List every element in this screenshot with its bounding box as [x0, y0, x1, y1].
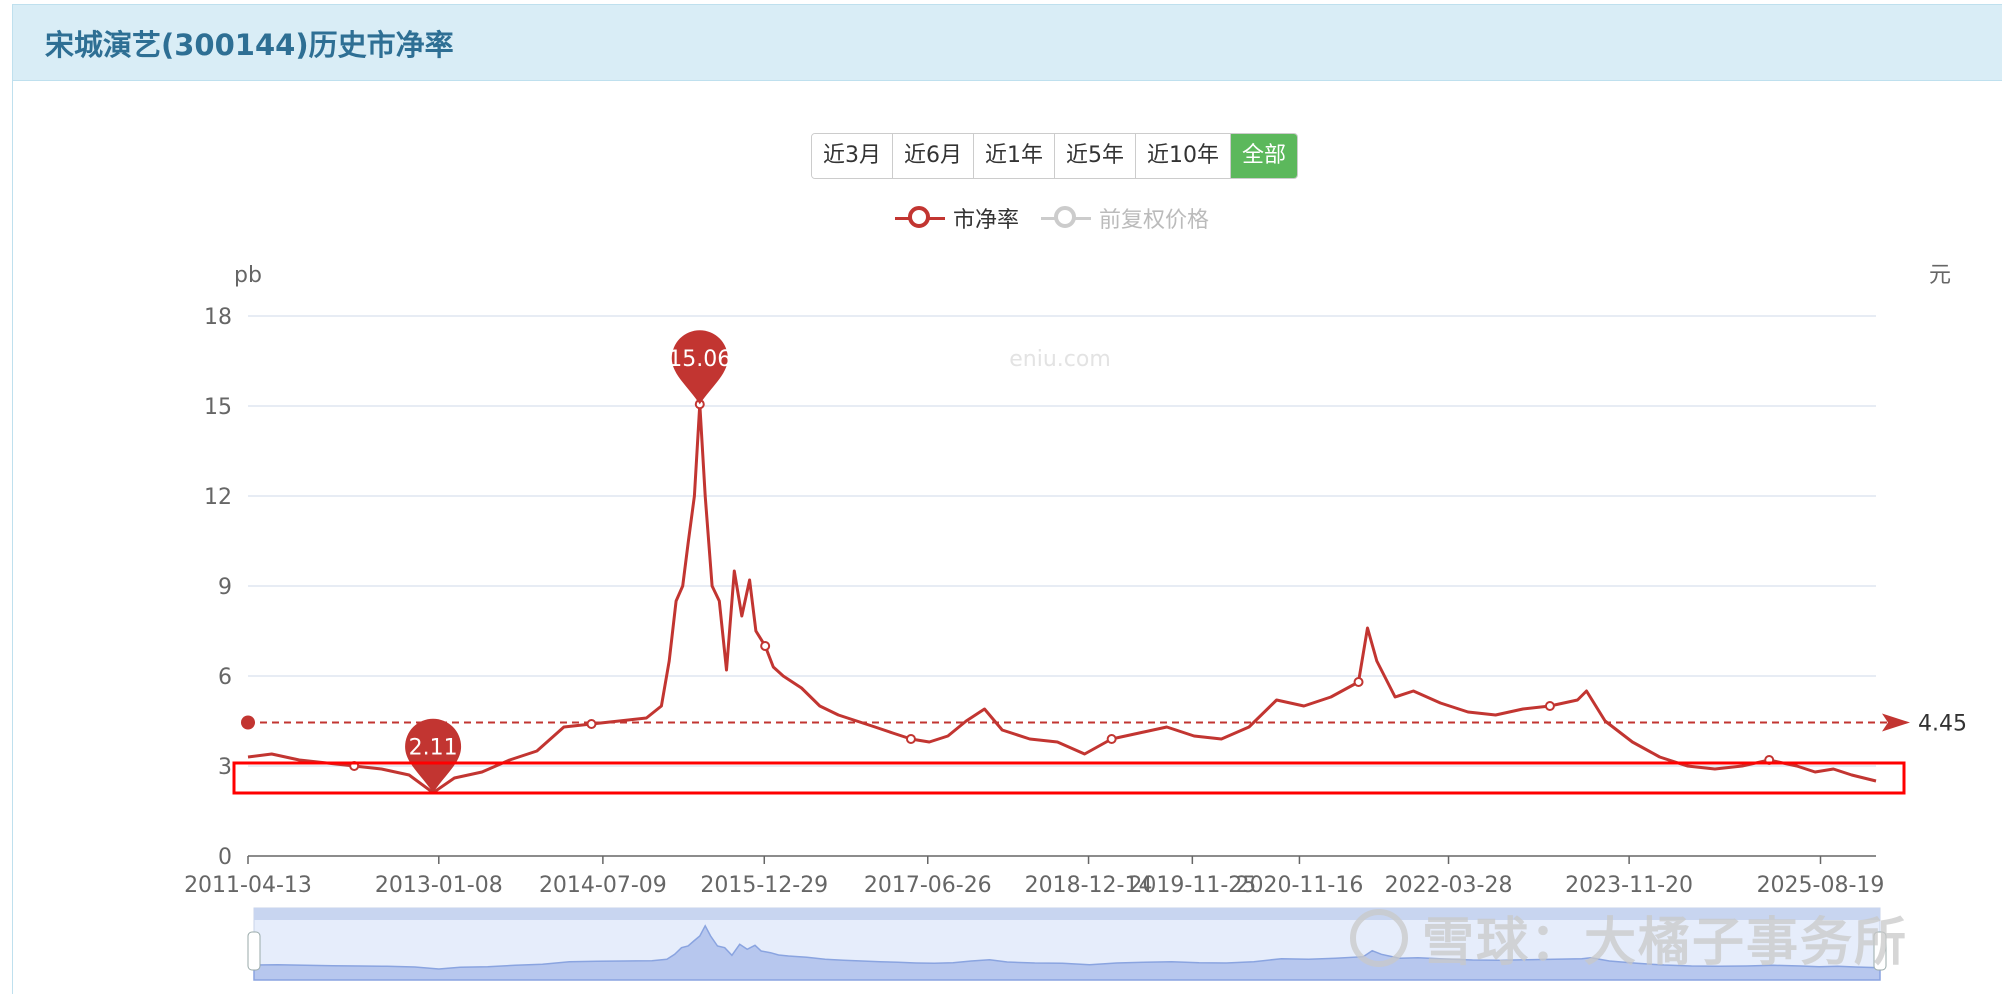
y-tick-label: 12 — [204, 485, 232, 510]
zoom-handle-right[interactable] — [1873, 931, 1887, 971]
legend-item-pb[interactable]: 市净率 — [895, 202, 1019, 234]
y-tick-label: 6 — [218, 665, 232, 690]
range-button-all[interactable]: 全部 — [1231, 134, 1298, 178]
range-button-group: 近3月 近6月 近1年 近5年 近10年 全部 — [811, 133, 1299, 179]
legend-line-circle-icon — [895, 205, 945, 231]
range-button-6m[interactable]: 近6月 — [893, 134, 974, 178]
range-button-10y[interactable]: 近10年 — [1136, 134, 1231, 178]
y-tick-label: 0 — [218, 845, 232, 870]
chart-watermark: eniu.com — [1009, 347, 1111, 372]
xueqiu-logo-icon — [1350, 908, 1408, 967]
x-tick-label: 2019-11-25 — [1128, 873, 1256, 898]
data-point — [1544, 701, 1555, 711]
data-point — [760, 641, 771, 651]
y-tick-label: 3 — [218, 755, 232, 780]
data-point — [1106, 734, 1117, 744]
series-line-pb — [247, 402, 1877, 795]
range-button-1y[interactable]: 近1年 — [974, 134, 1055, 178]
x-tick-label: 2023-11-20 — [1565, 873, 1693, 898]
legend-item-price[interactable]: 前复权价格 — [1041, 202, 1209, 234]
average-line-arrow — [1882, 713, 1910, 732]
zoom-slider-top-bar — [254, 908, 1880, 920]
y-tick-label: 15 — [204, 395, 232, 420]
x-tick-label: 2018-12-14 — [1025, 873, 1153, 898]
x-tick-label: 2014-07-09 — [539, 873, 667, 898]
data-point — [586, 719, 597, 729]
average-line-start-dot — [241, 715, 255, 730]
data-point — [905, 734, 916, 744]
average-line-label: 4.45 — [1918, 712, 1967, 737]
y-tick-label: 9 — [218, 575, 232, 600]
min-marker-pin — [405, 718, 462, 793]
panel-header: 宋城演艺(300144)历史市净率 — [13, 5, 2002, 81]
x-tick-label: 2020-11-16 — [1236, 873, 1364, 898]
legend-line-circle-icon — [1041, 205, 1092, 231]
highlight-box — [232, 761, 1906, 795]
legend-label-price: 前复权价格 — [1099, 208, 1210, 233]
x-tick-label: 2017-06-26 — [864, 873, 992, 898]
xueqiu-watermark: 雪球：大橘子事务所 — [1350, 900, 1908, 975]
zoom-handle-left[interactable] — [247, 931, 261, 971]
x-tick-label: 2013-01-08 — [375, 873, 503, 898]
range-button-3m[interactable]: 近3月 — [812, 134, 893, 178]
y-tick-label: 18 — [204, 305, 232, 330]
chart-panel: 宋城演艺(300144)历史市净率 — [12, 4, 2002, 994]
y-axis-label: pb — [234, 263, 262, 288]
data-point — [1353, 677, 1364, 687]
legend-label-pb: 市净率 — [953, 208, 1020, 233]
max-marker-pin — [671, 330, 728, 405]
x-tick-label: 2011-04-13 — [184, 873, 312, 898]
min-marker-label: 2.11 — [409, 736, 458, 761]
watermark-text: 雪球：大橘子事务所 — [1422, 913, 1909, 973]
y2-axis-label: 元 — [1929, 263, 1951, 288]
x-tick-label: 2025-08-19 — [1757, 873, 1885, 898]
max-marker-label: 15.06 — [668, 347, 731, 372]
range-button-5y[interactable]: 近5年 — [1055, 134, 1136, 178]
zoom-slider-preview — [253, 924, 1881, 981]
x-tick-label: 2015-12-29 — [700, 873, 828, 898]
chart-legend: 市净率 前复权价格 — [895, 202, 1231, 234]
page-title: 宋城演艺(300144)历史市净率 — [45, 27, 454, 62]
x-tick-label: 2022-03-28 — [1385, 873, 1513, 898]
